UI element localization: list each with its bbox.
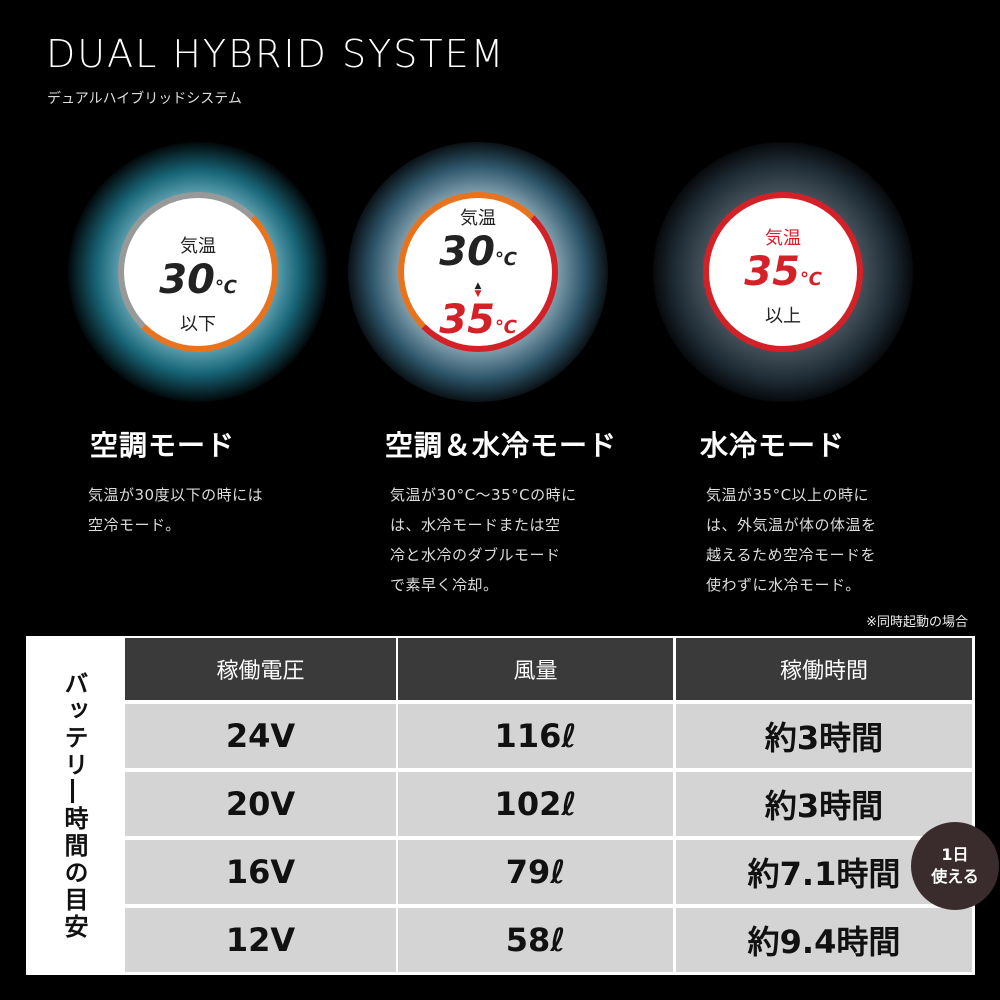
table-side-label: バッテリ―時間の目安 <box>60 670 88 941</box>
badge-label: 気温 <box>460 208 496 229</box>
subtitle: デュアルハイブリッドシステム <box>47 91 242 107</box>
mode-badge: 気温 30℃ ▲ ▼ 35℃ <box>398 192 558 352</box>
badge-arrow: ▲ ▼ <box>474 281 482 299</box>
mode-description: 気温が30度以下の時には 空冷モード。 <box>88 480 263 540</box>
table-cell: 約3時間 <box>676 704 972 768</box>
description-line: 越えるため空冷モードを <box>706 546 877 564</box>
description-line: は、水冷モードまたは空 <box>390 516 561 534</box>
table-cell: 79ℓ <box>398 840 673 904</box>
description-line: は、外気温が体の体温を <box>706 516 877 534</box>
day-badge-line: 使える <box>931 867 979 886</box>
table-cell: 116ℓ <box>398 704 673 768</box>
badge-temp: 30℃ <box>124 258 272 310</box>
table-cell: 24V <box>125 704 396 768</box>
mode-description: 気温が35°C以上の時に は、外気温が体の体温を 越えるため空冷モードを 使わずに水冷… <box>706 480 877 600</box>
mode-badge: 気温 35℃ 以上 <box>703 192 863 352</box>
badge-suffix: 以上 <box>765 306 801 327</box>
table-header-cell: 稼働電圧 <box>125 638 396 700</box>
badge-temp-unit: ℃ <box>799 269 822 290</box>
badge-label: 気温 <box>765 228 801 249</box>
badge-temp: 30℃ <box>404 230 552 282</box>
day-badge-line: 1日 <box>941 845 969 864</box>
table-cell: 102ℓ <box>398 772 673 836</box>
description-line: 空冷モード。 <box>88 516 181 534</box>
description-line: 気温が35°C以上の時に <box>706 486 870 504</box>
description-line: で素早く冷却。 <box>390 576 499 594</box>
table-cell: 約3時間 <box>676 772 972 836</box>
mode-title: 空調＆水冷モード <box>385 429 618 462</box>
table-cell: 16V <box>125 840 396 904</box>
badge-temp-unit: ℃ <box>494 249 517 270</box>
mode-badge: 気温 30℃ 以下 <box>118 192 278 352</box>
badge-temp-unit: ℃ <box>214 277 237 298</box>
mode-title: 空調モード <box>90 429 236 462</box>
badge-suffix: 以下 <box>180 314 216 335</box>
table-cell: 58ℓ <box>398 908 673 972</box>
table-cell: 20V <box>125 772 396 836</box>
badge-temp-unit: ℃ <box>494 317 517 338</box>
table-header-cell: 風量 <box>398 638 673 700</box>
note: ※同時起動の場合 <box>866 615 968 630</box>
mode-description: 気温が30°C〜35°Cの時に は、水冷モードまたは空 冷と水冷のダブルモード で素早… <box>390 480 577 600</box>
mode-title: 水冷モード <box>700 429 846 462</box>
description-line: 使わずに水冷モード。 <box>706 576 861 594</box>
badge-label: 気温 <box>180 236 216 257</box>
description-line: 冷と水冷のダブルモード <box>390 546 561 564</box>
badge-temp-value: 30 <box>439 229 495 275</box>
badge-temp-value: 35 <box>439 297 495 343</box>
badge-temp-value: 35 <box>744 249 800 295</box>
table-header-cell: 稼働時間 <box>676 638 972 700</box>
description-line: 気温が30°C〜35°Cの時に <box>390 486 577 504</box>
badge-temp-value: 30 <box>159 257 215 303</box>
badge-temp: 35℃ <box>404 298 552 350</box>
title: DUAL HYBRID SYSTEM <box>46 32 506 76</box>
day-badge: 1日使える <box>911 822 999 910</box>
table-cell: 約9.4時間 <box>676 908 972 972</box>
description-line: 気温が30度以下の時には <box>88 486 264 504</box>
badge-temp: 35℃ <box>709 250 857 302</box>
table-cell: 12V <box>125 908 396 972</box>
